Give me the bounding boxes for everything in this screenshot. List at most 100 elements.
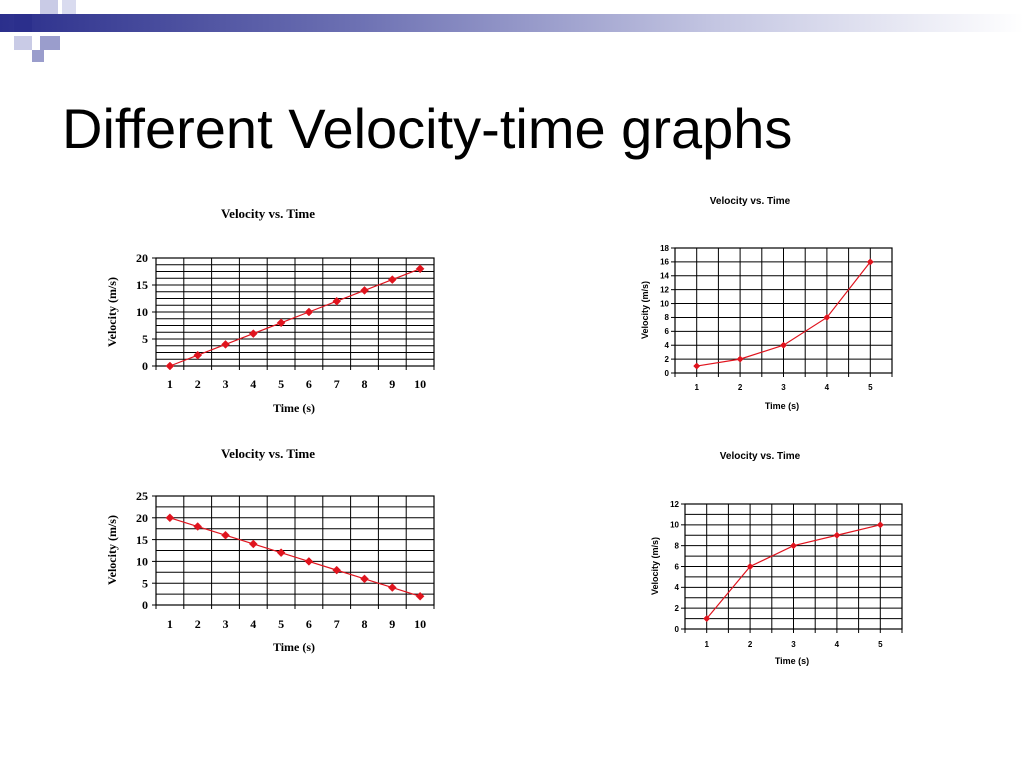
data-point [248,539,258,549]
y-tick-label: 15 [136,278,148,292]
data-point [221,340,230,349]
y-tick-label: 2 [665,355,670,364]
x-tick-label: 2 [748,640,753,649]
x-tick-label: 1 [167,617,173,631]
data-point [165,513,175,523]
data-point [360,286,369,295]
y-tick-label: 8 [675,541,680,550]
x-tick-label: 3 [791,640,796,649]
y-tick-label: 15 [136,533,148,547]
y-tick-label: 20 [136,511,148,525]
x-axis-label: Time (s) [765,401,799,411]
x-tick-label: 3 [223,617,229,631]
y-tick-label: 10 [136,305,148,319]
x-tick-label: 9 [389,617,395,631]
chart-title: Velocity vs. Time [221,206,315,221]
x-tick-label: 5 [868,383,873,392]
y-axis-label: Velocity (m/s) [640,281,650,339]
x-tick-label: 1 [704,640,709,649]
x-tick-label: 7 [334,617,340,631]
decor-square-medium [40,36,60,50]
y-tick-label: 10 [660,299,669,308]
grid [155,495,435,606]
x-axis-label: Time (s) [273,401,315,415]
y-tick-label: 4 [665,341,670,350]
y-tick-label: 18 [660,244,669,253]
x-tick-label: 1 [167,377,173,391]
data-point [193,522,203,531]
series-line [169,268,421,367]
x-tick-label: 8 [362,617,368,631]
data-point [221,530,230,540]
decor-square-dark [14,14,32,32]
data-point [746,562,754,571]
x-tick-label: 9 [389,377,395,391]
data-point [304,557,314,566]
data-point [693,362,701,370]
y-tick-label: 6 [675,562,680,571]
chart-title: Velocity vs. Time [710,196,791,207]
data-point [823,313,831,321]
data-point [304,307,314,317]
decor-square-mid [62,0,76,14]
x-tick-label: 2 [195,377,201,391]
x-tick-label: 8 [362,377,368,391]
data-point [415,591,425,601]
grid [684,503,903,630]
data-point [360,574,369,584]
data-point [276,548,286,558]
y-tick-label: 12 [660,285,669,294]
data-point [789,542,798,550]
data-point [833,531,841,539]
y-tick-label: 0 [142,359,148,373]
y-tick-label: 10 [670,521,679,530]
header-gradient-bar [0,14,1024,32]
data-point [276,318,286,328]
data-point [736,355,744,363]
slide-title: Different Velocity-time graphs [62,97,793,160]
x-tick-label: 6 [306,617,312,631]
data-point [332,565,342,575]
x-tick-label: 6 [306,377,312,391]
x-tick-label: 5 [278,617,284,631]
x-tick-label: 10 [414,617,426,631]
x-tick-label: 4 [250,377,256,391]
y-axis-label: Velocity (m/s) [105,277,119,347]
chart-title: Velocity vs. Time [221,446,315,461]
x-tick-label: 4 [835,640,840,649]
x-tick-label: 2 [195,617,201,631]
decor-square-light-2 [14,36,32,50]
y-axis-label: Velocity (m/s) [650,537,660,595]
data-point [193,350,203,360]
x-tick-label: 7 [334,377,340,391]
data-point [415,264,425,274]
x-tick-label: 3 [781,383,786,392]
y-tick-label: 5 [142,332,148,346]
decor-square-small [32,50,44,62]
x-axis-label: Time (s) [775,656,809,666]
y-tick-label: 0 [665,369,670,378]
x-tick-label: 1 [694,383,699,392]
y-tick-label: 0 [142,598,148,612]
y-tick-label: 8 [665,313,670,322]
data-point [248,329,258,338]
y-tick-label: 2 [675,604,680,613]
y-tick-label: 14 [660,272,669,281]
data-point [165,361,175,371]
chart-title: Velocity vs. Time [720,451,801,462]
x-tick-label: 5 [878,640,883,649]
grid [674,247,893,374]
grid [155,257,435,367]
y-tick-label: 25 [136,489,148,503]
data-point [387,583,397,592]
data-point [387,275,397,284]
y-tick-label: 4 [675,583,680,592]
decor-square-light [40,0,58,14]
chart-increasing-linear: Velocity vs. Time 0 5 10 15 20 1 2 3 4 5 6 7 8 9 10 Time… [105,206,435,415]
data-point [332,296,342,306]
x-tick-label: 2 [738,383,743,392]
y-tick-label: 6 [665,327,670,336]
y-tick-label: 12 [670,500,679,509]
